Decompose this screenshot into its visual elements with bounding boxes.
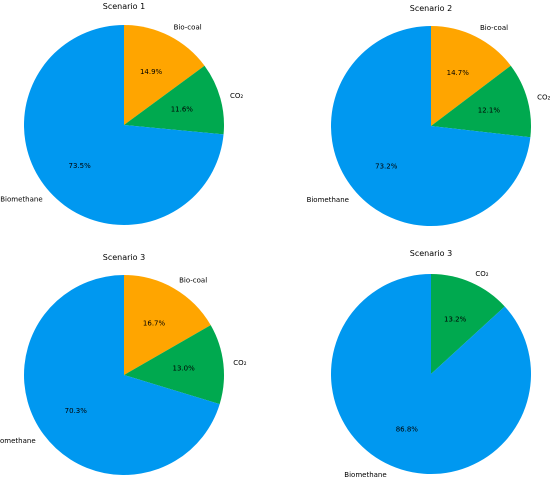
- pie-slice-biomethane: [331, 274, 532, 474]
- slice-category-label: CO₂: [230, 92, 243, 100]
- slice-category-label: CO₂: [475, 270, 488, 278]
- slice-percent-label: 70.3%: [65, 407, 88, 415]
- slice-percent-label: 16.7%: [143, 320, 166, 328]
- pie-slice-co2: [124, 325, 224, 405]
- pie-slice-biomethane: [23, 25, 224, 226]
- slice-percent-label: 11.6%: [171, 105, 194, 113]
- slice-category-label: CO₂: [537, 93, 550, 101]
- slice-category-label: Bio-coal: [179, 276, 207, 284]
- pie-slice-co2: [124, 65, 224, 135]
- pie-slice-biomethane: [331, 26, 531, 226]
- pie-slice-co2: [431, 274, 505, 374]
- pie-panel-scenario-1: Scenario 1 14.9% Bio-coal 11.6% CO₂ 73.5% Bio…: [0, 2, 243, 226]
- pie-panel-scenario-3: Scenario 3 16.7% Bio-coal 13.0% CO₂ 70.3% Bio…: [0, 253, 247, 475]
- slice-category-label: Biomethane: [0, 196, 42, 204]
- slice-percent-label: 14.7%: [447, 69, 470, 77]
- chart-title: Scenario 1: [103, 2, 145, 11]
- slice-category-label: Biomethane: [344, 471, 386, 479]
- slice-category-label: Bio-coal: [480, 24, 508, 32]
- pie-slice-bio-coal: [431, 26, 511, 126]
- slice-category-label: Bio-coal: [174, 23, 202, 31]
- slice-percent-label: 13.2%: [444, 316, 467, 324]
- chart-title: Scenario 3: [410, 249, 452, 258]
- chart-title: Scenario 2: [410, 4, 452, 13]
- slice-percent-label: 12.1%: [478, 107, 501, 115]
- slice-percent-label: 86.8%: [396, 425, 419, 433]
- slice-category-label: Biomethane: [0, 437, 36, 445]
- pie-panel-scenario-2: Scenario 2 14.7% Bio-coal 12.1% CO₂ 73.2% Bio…: [307, 4, 550, 226]
- pie-slice-co2: [431, 65, 531, 138]
- slice-percent-label: 73.2%: [375, 162, 398, 170]
- pie-slice-bio-coal: [124, 25, 205, 125]
- slice-category-label: CO₂: [233, 359, 246, 367]
- slice-percent-label: 14.9%: [140, 68, 163, 76]
- pie-panel-scenario-3b: Scenario 3 13.2% CO₂ 86.8% Biomethane: [331, 249, 532, 479]
- slice-percent-label: 13.0%: [172, 365, 195, 373]
- slice-category-label: Biomethane: [307, 196, 349, 204]
- slice-percent-label: 73.5%: [68, 162, 91, 170]
- pie-slice-biomethane: [24, 275, 220, 475]
- pie-slice-bio-coal: [124, 275, 211, 375]
- chart-title: Scenario 3: [103, 253, 145, 262]
